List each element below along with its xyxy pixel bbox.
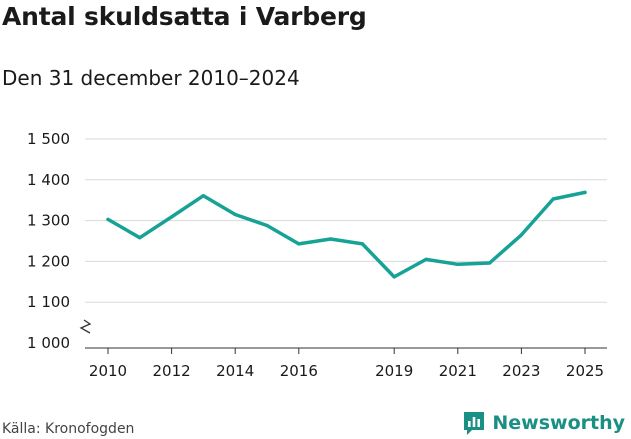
data-point xyxy=(519,233,524,237)
x-tick-label: 2023 xyxy=(502,362,540,380)
x-tick-label: 2025 xyxy=(566,362,604,380)
x-tick-label: 2012 xyxy=(153,362,191,380)
data-point xyxy=(233,212,237,217)
data-point xyxy=(170,215,174,219)
y-tick-label: 1 500 xyxy=(27,130,70,148)
y-tick-label: 1 300 xyxy=(27,212,70,230)
x-axis xyxy=(79,319,607,354)
data-point xyxy=(329,237,333,241)
data-point xyxy=(424,257,428,261)
x-tick-label: 2019 xyxy=(375,362,413,380)
chart-subtitle: Den 31 december 2010–2024 xyxy=(2,66,300,90)
y-tick-label: 1 200 xyxy=(27,252,70,270)
brand-name: Newsworthy xyxy=(492,412,625,434)
x-axis-labels: 2010 2012 2014 2016 2019 2021 2023 2025 xyxy=(89,362,604,380)
data-point xyxy=(551,197,555,201)
data-point xyxy=(138,236,142,240)
gridlines xyxy=(85,138,607,303)
y-tick-label: 1 100 xyxy=(27,293,70,311)
series-line xyxy=(106,190,587,279)
data-point xyxy=(297,242,301,246)
x-tick-label: 2014 xyxy=(216,362,254,380)
x-tick-label: 2021 xyxy=(439,362,477,380)
series-layer xyxy=(106,190,587,279)
y-tick-label: 1 000 xyxy=(27,334,70,352)
data-point xyxy=(201,194,205,198)
data-point xyxy=(456,262,460,266)
data-point xyxy=(488,261,492,265)
data-point xyxy=(265,223,269,228)
x-tick-label: 2016 xyxy=(280,362,318,380)
data-point xyxy=(392,275,396,279)
y-axis-labels: 1 000 1 100 1 200 1 300 1 400 1 500 xyxy=(27,130,70,352)
source-note: Källa: Kronofogden xyxy=(2,421,135,437)
x-tick-label: 2010 xyxy=(89,362,127,380)
brand-logo: Newsworthy xyxy=(462,408,625,438)
axis-break-icon xyxy=(79,319,92,334)
data-point xyxy=(106,217,110,221)
chart-title: Antal skuldsatta i Varberg xyxy=(2,2,367,31)
y-tick-label: 1 400 xyxy=(27,171,70,189)
bar-chart-icon xyxy=(464,412,485,435)
data-point xyxy=(360,242,364,246)
data-point xyxy=(583,190,587,195)
